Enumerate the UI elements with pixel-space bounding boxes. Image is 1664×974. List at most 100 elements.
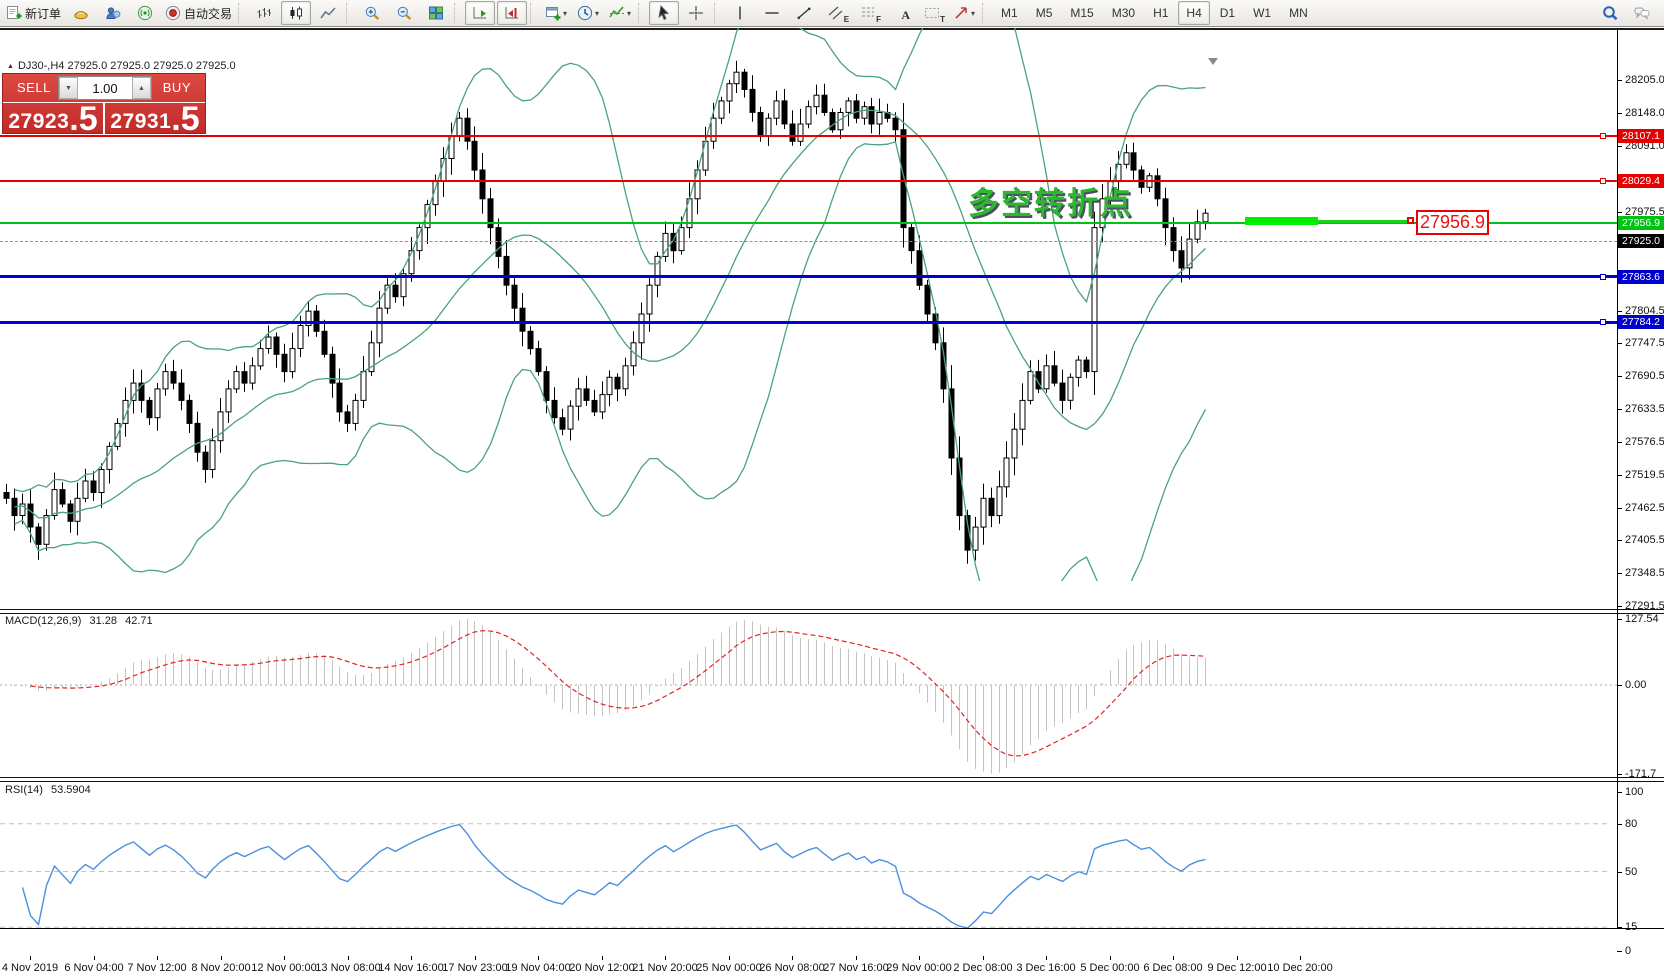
annotation-text[interactable]: 多空转折点 (968, 186, 1133, 221)
sell-button[interactable]: SELL (17, 80, 51, 95)
price-tick-label: 27576.5 (1625, 436, 1664, 448)
hline-27956.9[interactable] (0, 222, 1617, 224)
line-chart-button[interactable] (313, 1, 343, 25)
auto-scroll-button[interactable] (465, 1, 496, 25)
price-label-27784.2: 27784.2 (1618, 315, 1664, 329)
hline-handle[interactable] (1600, 178, 1606, 184)
rsi-value: 53.5904 (50, 784, 91, 796)
new-order-button-label: 新订单 (25, 6, 62, 21)
hline-handle[interactable] (1600, 274, 1606, 280)
toolbar-separator (238, 3, 246, 23)
time-tick (983, 956, 984, 960)
zoom-in-button[interactable] (357, 1, 387, 25)
text-label-button[interactable]: T (917, 1, 947, 25)
timeframe-w1[interactable]: W1 (1245, 1, 1279, 25)
price-callout[interactable]: 27956.9 (1416, 210, 1489, 235)
toolbar-separator (530, 3, 538, 23)
zoom-out-button[interactable] (389, 1, 419, 25)
fibonacci-button[interactable]: F (853, 1, 883, 25)
main-chart-canvas[interactable] (0, 28, 1617, 581)
hline-28107.1[interactable] (0, 135, 1617, 137)
price-tick (1617, 475, 1622, 476)
price-tick (1617, 212, 1622, 213)
sell-price-button[interactable]: 27923 .5 (3, 102, 103, 136)
timeframe-m1[interactable]: M1 (993, 1, 1026, 25)
tile-icon (428, 5, 444, 21)
chart-shift-button[interactable] (497, 1, 528, 25)
macd-canvas[interactable] (0, 614, 1617, 777)
volume-increase-button[interactable]: ▲ (132, 77, 151, 99)
new-order-button[interactable]: 新订单 (3, 1, 64, 25)
main-macd-separator[interactable] (0, 609, 1664, 614)
bars-icon (256, 5, 272, 21)
cursor-button[interactable] (649, 1, 680, 25)
rsi-name: RSI(14) (5, 784, 43, 796)
hline-icon (764, 5, 780, 21)
price-label-27863.6: 27863.6 (1618, 270, 1664, 284)
autotrading-button[interactable]: 自动交易 (162, 1, 235, 25)
cursor-icon (656, 4, 672, 21)
price-tick-label: 27291.5 (1625, 600, 1664, 612)
indicators-button[interactable]: ▾ (605, 1, 635, 25)
timeframe-m15-label: M15 (1070, 6, 1094, 20)
rsi-canvas[interactable] (0, 782, 1617, 956)
periods-button[interactable]: ▾ (573, 1, 603, 25)
signals-button[interactable] (130, 1, 160, 25)
bb-lower-band (14, 140, 1207, 581)
highlight-bar[interactable] (1245, 217, 1318, 225)
horizontal-line-button[interactable] (757, 1, 787, 25)
vertical-line-button[interactable] (725, 1, 755, 25)
search-button[interactable] (1595, 1, 1625, 25)
buy-price-button[interactable]: 27931 .5 (105, 102, 205, 136)
time-tick (30, 956, 31, 960)
macd-rsi-separator[interactable] (0, 777, 1664, 782)
text-button[interactable]: A (885, 1, 915, 25)
timeframe-mn[interactable]: MN (1281, 1, 1316, 25)
price-divider (103, 103, 105, 135)
callout-handle[interactable] (1407, 217, 1414, 224)
hline-handle[interactable] (1600, 319, 1606, 325)
price-tick-label: 27348.5 (1625, 567, 1664, 579)
toolbar-separator (454, 3, 462, 23)
time-tick (1300, 956, 1301, 960)
timeframe-d1[interactable]: D1 (1212, 1, 1243, 25)
timeframe-m5[interactable]: M5 (1028, 1, 1061, 25)
hline-handle[interactable] (1600, 133, 1606, 139)
price-tick-label: 27519.5 (1625, 469, 1664, 481)
market-watch-button[interactable] (66, 1, 96, 25)
chevron-down-icon: ▾ (971, 8, 976, 18)
tile-windows-button[interactable] (421, 1, 451, 25)
macd-tick (1617, 685, 1622, 686)
arrows-button[interactable]: ▾ (949, 1, 979, 25)
time-tick (665, 956, 666, 960)
crosshair-button[interactable] (681, 1, 711, 25)
volume-stepper: ▼ ▲ (58, 76, 152, 100)
volume-input[interactable] (78, 77, 132, 99)
volume-decrease-button[interactable]: ▼ (59, 77, 78, 99)
buy-button[interactable]: BUY (162, 80, 191, 95)
channel-button[interactable]: E (821, 1, 851, 25)
timeframe-h4[interactable]: H4 (1178, 1, 1210, 25)
hline-27863.6[interactable] (0, 275, 1617, 278)
hline-27784.2[interactable] (0, 321, 1617, 324)
zoomin-icon (364, 5, 380, 21)
bb-upper-band (14, 28, 1206, 493)
bar-chart-button[interactable] (249, 1, 279, 25)
new-chart-button[interactable]: ▾ (541, 1, 571, 25)
hline-28029.4[interactable] (0, 180, 1617, 182)
community-button[interactable] (98, 1, 128, 25)
price-tick (1617, 113, 1622, 114)
buy-price-main: 27931 (110, 110, 172, 133)
timeframe-m15[interactable]: M15 (1062, 1, 1101, 25)
current-price-line (0, 241, 1617, 242)
collapse-triangle-icon[interactable]: ▲ (7, 63, 14, 70)
timeframe-h1[interactable]: H1 (1145, 1, 1176, 25)
chat-button[interactable] (1627, 1, 1657, 25)
icon-letter: A (901, 8, 911, 22)
price-tick-label: 27747.5 (1625, 337, 1664, 349)
chart-shift-marker[interactable] (1208, 58, 1218, 65)
macd-tick-label: 127.54 (1625, 613, 1659, 625)
trendline-button[interactable] (789, 1, 819, 25)
candlestick-chart-button[interactable] (281, 1, 312, 25)
timeframe-m30[interactable]: M30 (1104, 1, 1143, 25)
